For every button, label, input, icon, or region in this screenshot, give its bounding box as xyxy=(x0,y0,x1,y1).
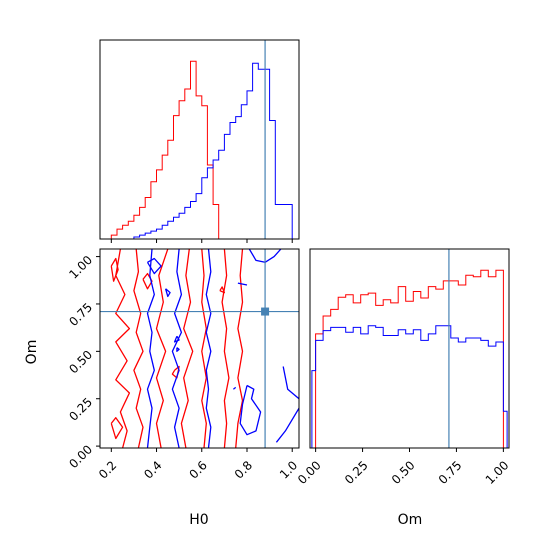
truth-marker xyxy=(261,307,270,316)
h0-histogram-frame xyxy=(99,39,300,240)
contour-lines xyxy=(110,249,299,448)
right-xtick-label-2: 0.50 xyxy=(389,458,418,487)
joint-xtick-label-0: 0.2 xyxy=(96,458,119,481)
joint-ytick-label-0: 0.00 xyxy=(66,442,95,471)
contour-series-0-line-1 xyxy=(180,249,194,448)
contour-series-0-line-3 xyxy=(221,249,230,448)
H0-marginal-series-1-step xyxy=(111,62,293,240)
contour-series-0-line-8 xyxy=(142,272,153,290)
joint-ytick-label-1: 0.25 xyxy=(66,395,95,424)
right-xtick-label-3: 0.75 xyxy=(436,458,465,487)
contour-series-1-line-6 xyxy=(275,407,299,443)
contour-series-1-line-8 xyxy=(164,288,171,298)
contour-series-1-line-1 xyxy=(171,249,183,448)
joint-ytick-label-2: 0.50 xyxy=(66,348,95,377)
contour-series-1-line-9 xyxy=(173,335,180,343)
contour-series-1-line-2 xyxy=(205,249,212,448)
joint-xtick-label-3: 0.8 xyxy=(232,458,255,481)
contour-series-1-line-5 xyxy=(282,366,299,400)
x-axis-label-om: Om xyxy=(398,512,423,528)
x-axis-label-h0: H0 xyxy=(189,512,208,528)
contour-series-1-line-10 xyxy=(176,347,180,352)
Om-marginal-series-1-step xyxy=(311,325,508,448)
contour-series-0-line-7 xyxy=(110,257,119,282)
contour-series-0-line-2 xyxy=(201,249,207,448)
contour-series-1-line-0 xyxy=(146,249,155,448)
right-xtick-label-1: 0.25 xyxy=(342,458,371,487)
contour-series-0-line-10 xyxy=(219,286,226,294)
right-xtick-label-4: 1.00 xyxy=(483,458,512,487)
Om-marginal-series-0-step xyxy=(311,269,508,449)
right-xtick-label-0: 0.00 xyxy=(295,458,324,487)
contour-series-0-line-11 xyxy=(110,417,124,440)
contour-series-0-line-5 xyxy=(115,249,131,448)
contour-series-1-line-3 xyxy=(146,257,162,275)
contour-series-0-line-0 xyxy=(155,249,169,448)
joint-ytick-label-3: 0.75 xyxy=(66,300,95,329)
joint-xtick-label-1: 0.4 xyxy=(141,458,164,481)
contour-series-1-line-11 xyxy=(232,386,237,390)
h0-histogram-panel xyxy=(99,39,300,243)
axis-labels: H0 Om Om xyxy=(24,340,422,528)
joint-ytick-label-4: 1.00 xyxy=(66,253,95,282)
joint-xtick-label-2: 0.6 xyxy=(187,458,210,481)
y-axis-label-om: Om xyxy=(24,340,40,365)
h0-om-contour-frame xyxy=(99,248,300,449)
om-histogram-panel: 0.00 0.25 0.50 0.75 1.00 xyxy=(295,248,512,487)
contour-series-0-line-6 xyxy=(133,249,144,448)
contour-series-1-line-12 xyxy=(237,282,248,286)
om-histogram-frame xyxy=(309,248,510,449)
contour-series-1-line-4 xyxy=(239,384,262,436)
h0-om-contour-panel: 0.2 0.4 0.6 0.8 1.00.000.250.500.751.00 xyxy=(66,248,300,482)
